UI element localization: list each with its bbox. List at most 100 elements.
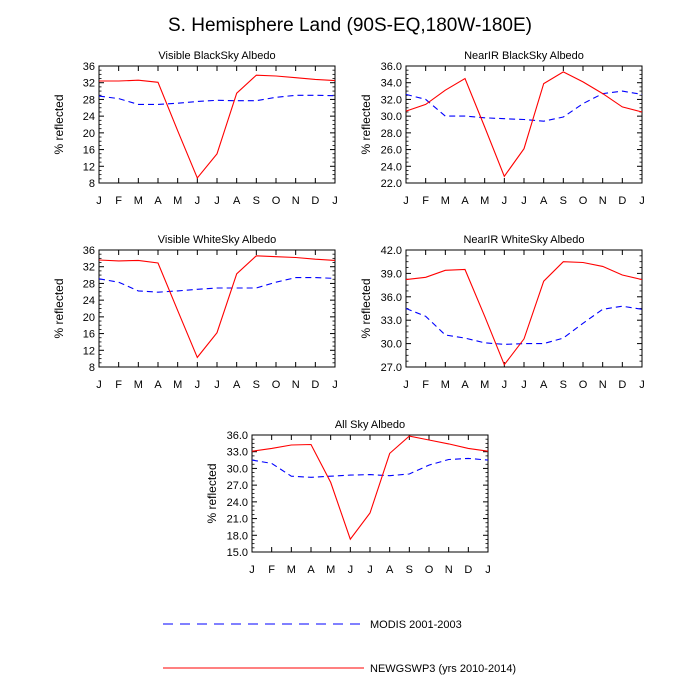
x-tick-label: A [386,564,394,576]
x-tick-label: A [233,195,241,207]
x-tick-label: N [292,195,300,207]
x-tick-label: D [618,195,626,207]
y-tick-label: 27.0 [227,480,248,492]
x-tick-label: M [441,195,450,207]
y-tick-label: 8 [89,178,95,190]
x-tick-label: J [332,195,338,207]
y-tick-label: 33.0 [227,447,248,459]
x-tick-label: J [348,564,354,576]
y-tick-label: 39.0 [381,268,402,280]
x-tick-label: N [599,195,607,207]
plot-panel-4: NearIR WhiteSky Albedo % reflected 27.0 30.… [359,234,645,391]
y-tick-label: 32 [83,262,95,274]
plot-frame [98,65,336,184]
plots-container: Visible BlackSky Albedo % reflected 8 12 16 2… [52,50,645,576]
plot-panel-2: NearIR BlackSky Albedo % reflected 22.0 24.… [359,50,645,207]
panel-title: NearIR WhiteSky Albedo [463,234,584,246]
y-tick-label: 30.0 [381,339,402,351]
x-tick-label: A [540,195,548,207]
x-tick-label: A [307,564,315,576]
x-tick-label: J [214,195,220,207]
x-tick-label: N [292,379,300,391]
y-tick-label: 24 [83,111,95,123]
y-axis-label: % reflected [52,94,66,154]
x-tick-label: J [195,379,201,391]
y-tick-label: 32.0 [381,94,402,106]
x-tick-label: A [233,379,241,391]
y-tick-label: 24.0 [381,161,402,173]
x-tick-label: J [639,379,645,391]
x-tick-label: J [502,195,508,207]
x-tick-label: N [445,564,453,576]
legend-label-modis: MODIS 2001-2003 [370,619,462,631]
y-tick-label: 30.0 [381,111,402,123]
x-tick-label: A [461,379,469,391]
y-axis-label: % reflected [205,463,219,523]
y-tick-label: 36.0 [381,292,402,304]
x-tick-label: J [485,564,491,576]
x-tick-label: J [96,195,102,207]
x-tick-label: M [326,564,335,576]
x-tick-label: D [618,379,626,391]
x-tick-label: M [134,195,143,207]
y-tick-label: 36.0 [381,61,402,73]
x-tick-label: O [579,379,588,391]
x-tick-label: N [599,379,607,391]
y-tick-label: 36 [83,61,95,73]
x-tick-label: J [332,379,338,391]
modis-series-line [98,94,336,105]
x-tick-label: O [272,195,281,207]
x-tick-label: J [96,379,102,391]
y-tick-label: 33.0 [381,315,402,327]
x-tick-label: F [422,195,429,207]
newgswp3-series-line [405,71,643,178]
y-tick-label: 20 [83,312,95,324]
x-tick-label: J [249,564,255,576]
x-tick-label: J [521,379,527,391]
newgswp3-series-line [99,74,336,180]
y-tick-label: 36.0 [227,430,248,442]
x-tick-label: A [461,195,469,207]
y-tick-label: 32 [83,78,95,90]
y-tick-label: 34.0 [381,78,402,90]
y-tick-label: 28 [83,94,95,106]
newgswp3-series-line [251,435,489,541]
y-tick-label: 12 [83,345,95,357]
x-tick-label: J [367,564,373,576]
x-tick-label: M [480,379,489,391]
y-tick-label: 42.0 [381,245,402,257]
x-tick-label: M [287,564,296,576]
y-axis-label: % reflected [359,94,373,154]
y-tick-label: 15.0 [227,547,248,559]
x-tick-label: J [521,195,527,207]
modis-series-line [98,277,336,293]
x-tick-label: J [403,195,409,207]
x-tick-label: J [214,379,220,391]
y-tick-label: 28.0 [381,128,402,140]
x-tick-label: F [115,379,122,391]
x-tick-label: S [560,195,567,207]
y-tick-label: 16 [83,329,95,341]
x-tick-label: J [403,379,409,391]
y-tick-label: 20 [83,128,95,140]
x-tick-label: J [502,379,508,391]
x-tick-label: F [268,564,275,576]
newgswp3-series-line [405,261,643,366]
figure-title: S. Hemisphere Land (90S-EQ,180W-180E) [168,15,532,36]
legend-label-newgswp3: NEWGSWP3 (yrs 2010-2014) [370,663,516,675]
y-tick-label: 24.0 [227,497,248,509]
y-tick-label: 16 [83,145,95,157]
x-tick-label: D [311,379,319,391]
y-axis-label: % reflected [359,278,373,338]
plot-frame [405,65,643,184]
modis-series-line [251,457,489,478]
x-tick-label: O [425,564,434,576]
x-tick-label: A [540,379,548,391]
plot-frame [98,249,336,368]
plot-panel-1: Visible BlackSky Albedo % reflected 8 12 16 2… [52,50,338,207]
y-tick-label: 30.0 [227,463,248,475]
y-tick-label: 21.0 [227,514,248,526]
legend: MODIS 2001-2003 NEWGSWP3 (yrs 2010-2014) [163,619,516,675]
x-tick-label: F [422,379,429,391]
